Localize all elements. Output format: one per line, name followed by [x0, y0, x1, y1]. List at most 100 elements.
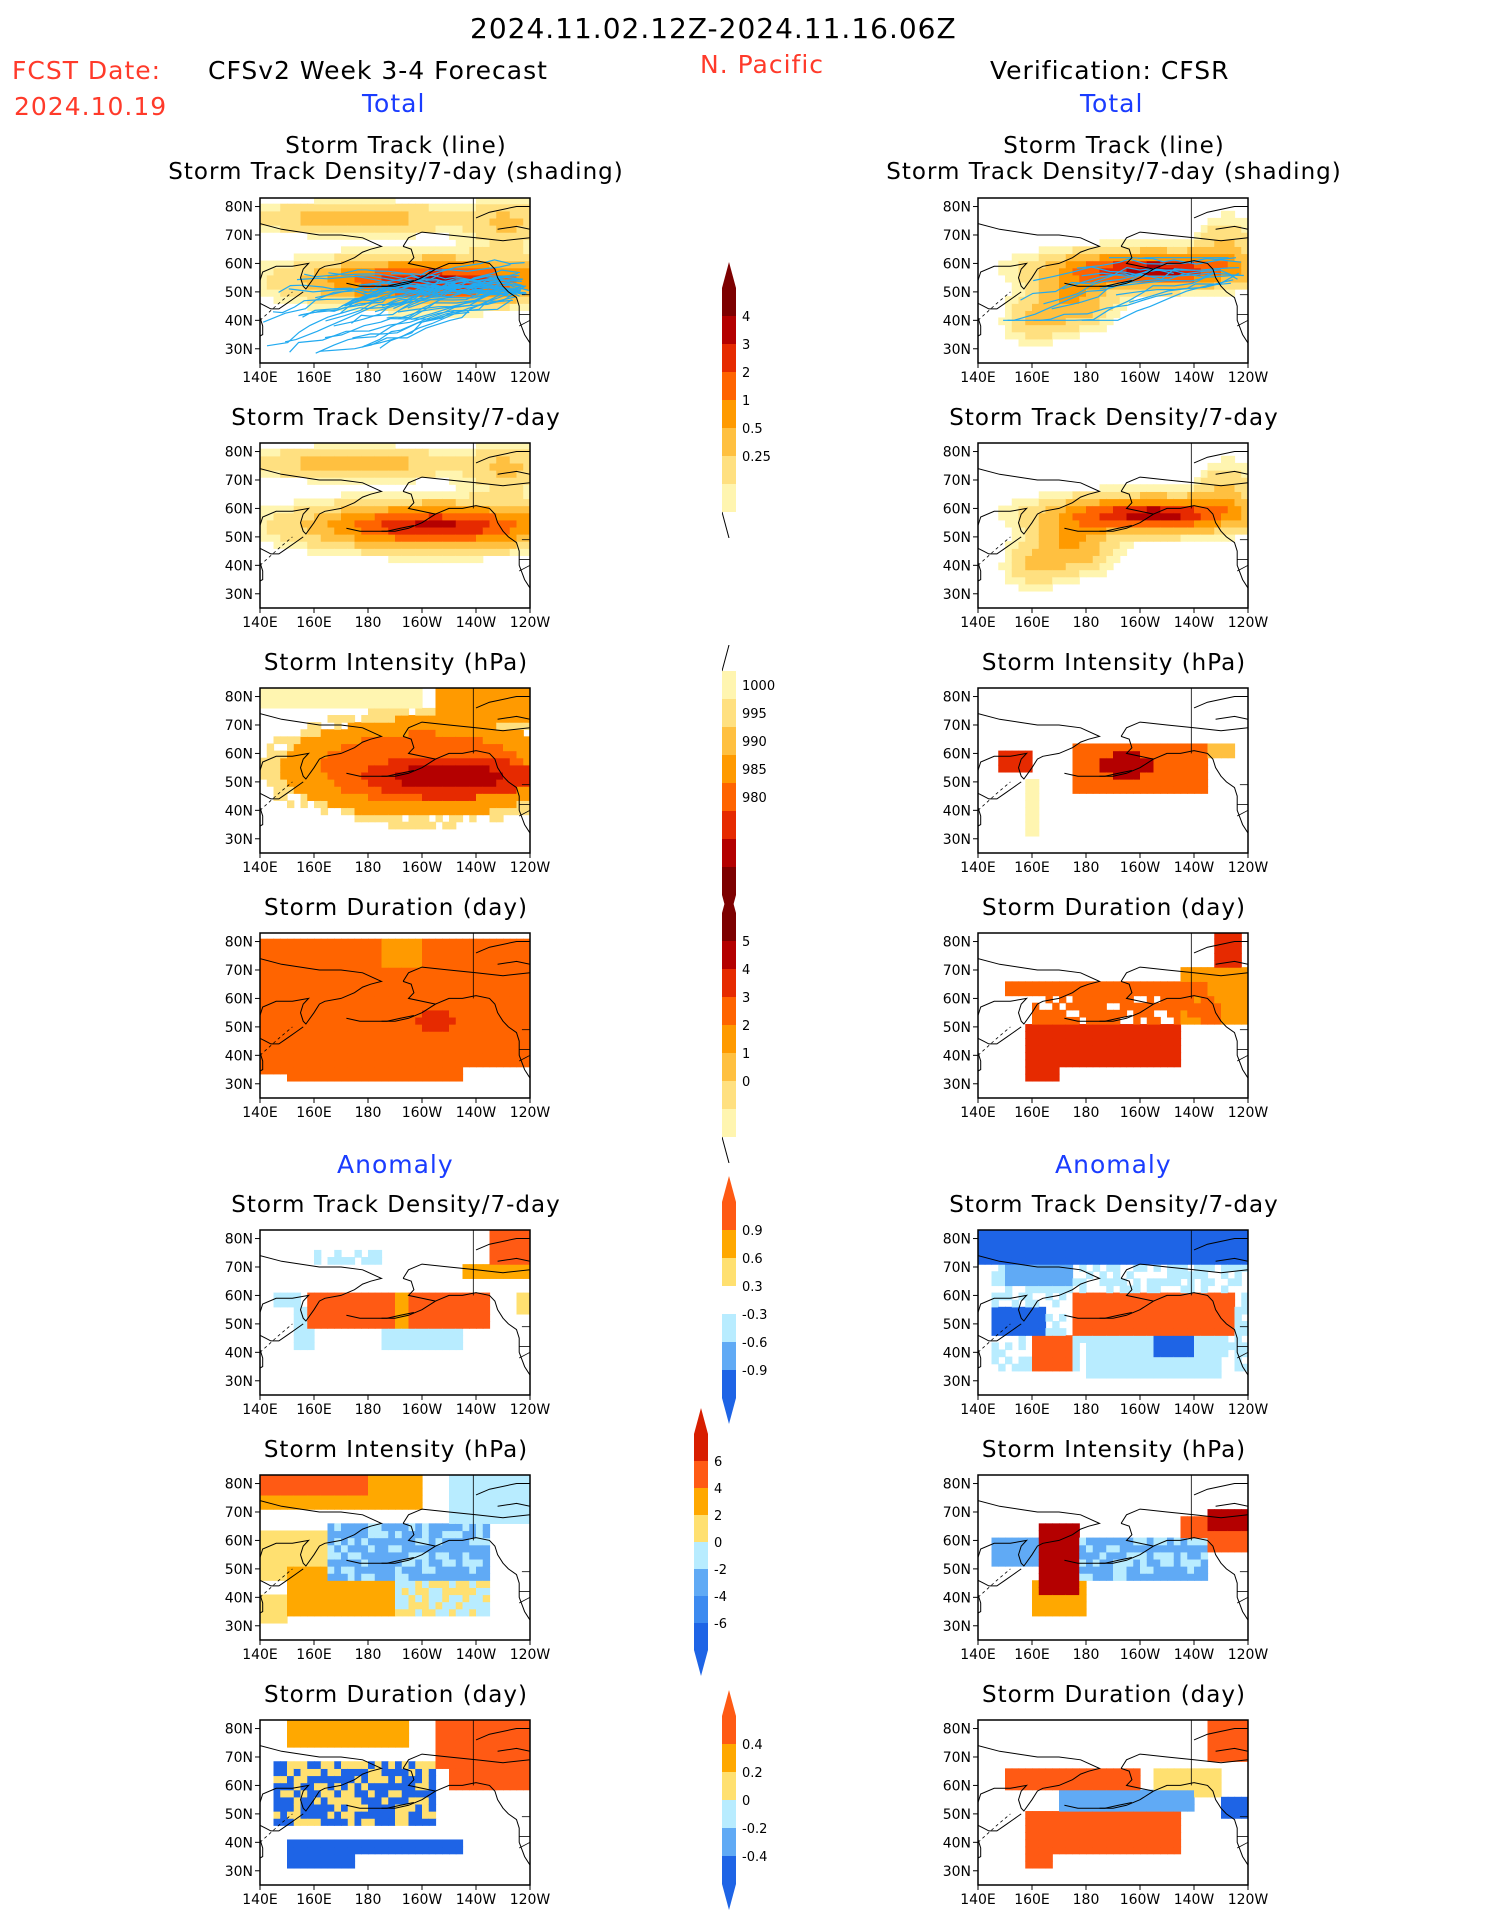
colorbar-label: -0.9 — [742, 1364, 767, 1379]
total-label-right: Total — [1080, 89, 1144, 118]
lon-label: 140E — [242, 370, 278, 386]
lat-label: 30N — [943, 1374, 971, 1390]
lon-label: 140W — [1174, 370, 1215, 386]
map-density-right: 80N 70N 60N 50N 40N 30N 140E 160E 180 160W 140W 120… — [928, 442, 1268, 633]
lon-label: 120W — [510, 860, 551, 876]
lat-label: 80N — [943, 690, 971, 706]
lat-label: 40N — [943, 1345, 971, 1361]
lon-label: 120W — [510, 1647, 551, 1663]
lat-label: 60N — [225, 1778, 253, 1794]
title-density-anom-left: Storm Track Density/7-day — [231, 1192, 561, 1218]
lon-label: 140E — [242, 615, 278, 631]
lon-label: 140W — [456, 1892, 497, 1908]
lat-label: 60N — [943, 1288, 971, 1304]
lat-label: 50N — [943, 1807, 971, 1823]
lat-label: 60N — [225, 256, 253, 272]
colorbar-label: 4 — [742, 310, 750, 325]
lon-label: 140E — [960, 1105, 996, 1121]
lat-label: 30N — [943, 832, 971, 848]
lon-label: 140E — [242, 860, 278, 876]
date-range-title: 2024.11.02.12Z-2024.11.16.06Z — [470, 12, 957, 45]
lat-label: 80N — [225, 200, 253, 216]
lat-label: 60N — [225, 1288, 253, 1304]
lon-label: 140W — [1174, 1892, 1215, 1908]
map-intensity-right: 80N 70N 60N 50N 40N 30N 140E 160E 180 160W 140W 120… — [928, 687, 1268, 878]
lat-label: 50N — [225, 1317, 253, 1333]
lon-label: 140W — [456, 860, 497, 876]
lon-label: 180 — [1073, 1402, 1100, 1418]
lon-label: 160E — [296, 1105, 332, 1121]
map-fill — [978, 1720, 1248, 1869]
lon-label: 160E — [296, 370, 332, 386]
lon-label: 120W — [510, 1892, 551, 1908]
lon-label: 140W — [1174, 860, 1215, 876]
lat-label: 40N — [225, 1835, 253, 1851]
map-track-left: 80N 70N 60N 50N 40N 30N 140E 160E 180 160W 140W 120… — [210, 197, 550, 388]
lon-label: 160W — [1120, 860, 1161, 876]
title-track-line-left: Storm Track (line) — [285, 133, 507, 159]
colorbar-label: 0.9 — [742, 1224, 763, 1239]
storm-tracks — [1003, 257, 1244, 321]
lat-label: 60N — [943, 746, 971, 762]
lon-label: 140W — [456, 1402, 497, 1418]
lon-label: 140E — [960, 370, 996, 386]
lon-label: 140E — [960, 615, 996, 631]
colorbar-label: 985 — [742, 763, 767, 778]
lat-label: 80N — [225, 1232, 253, 1248]
lat-label: 70N — [225, 1505, 253, 1521]
lat-label: 40N — [943, 1835, 971, 1851]
lat-label: 50N — [225, 1562, 253, 1578]
title-duration-anom-right: Storm Duration (day) — [982, 1682, 1246, 1708]
lat-label: 40N — [943, 558, 971, 574]
lon-label: 180 — [1073, 1105, 1100, 1121]
colorbar-label: 0 — [742, 1794, 750, 1809]
coastlines — [978, 1475, 1248, 1621]
colorbar-label: 4 — [742, 963, 750, 978]
map-fill — [978, 1475, 1248, 1621]
lat-label: 50N — [943, 530, 971, 546]
colorbar-label: 4 — [714, 1482, 722, 1497]
lon-label: 160E — [1014, 1105, 1050, 1121]
lon-label: 140E — [960, 1402, 996, 1418]
lat-label: 80N — [225, 445, 253, 461]
lon-label: 160E — [296, 1892, 332, 1908]
lat-label: 80N — [943, 935, 971, 951]
lat-label: 30N — [225, 1864, 253, 1880]
lon-label: 160W — [1120, 1402, 1161, 1418]
title-intensity-anom-right: Storm Intensity (hPa) — [981, 1437, 1247, 1463]
colorbar-label: 1000 — [742, 679, 775, 694]
coastlines — [260, 1720, 530, 1866]
map-fill — [260, 443, 530, 589]
lat-label: 50N — [225, 1020, 253, 1036]
lon-label: 180 — [355, 1402, 382, 1418]
lat-label: 40N — [225, 313, 253, 329]
coastlines — [978, 443, 1248, 589]
lat-label: 30N — [225, 587, 253, 603]
lon-label: 180 — [355, 1892, 382, 1908]
lat-label: 70N — [943, 1505, 971, 1521]
coastlines — [978, 1720, 1248, 1866]
lat-label: 50N — [225, 775, 253, 791]
colorbar-label: 980 — [742, 791, 767, 806]
colorbar-label: -0.6 — [742, 1336, 767, 1351]
lon-label: 160E — [296, 1402, 332, 1418]
map-fill — [978, 198, 1248, 347]
lat-label: 40N — [943, 313, 971, 329]
colorbar-label: 0.25 — [742, 450, 771, 465]
map-fill — [978, 933, 1248, 1082]
coastlines — [978, 1230, 1248, 1376]
colorbar-label: -2 — [714, 1563, 727, 1578]
lat-label: 30N — [943, 1864, 971, 1880]
lat-label: 30N — [943, 1619, 971, 1635]
region-title: N. Pacific — [700, 50, 825, 79]
colorbar-label: 0.5 — [742, 422, 763, 437]
lat-label: 50N — [943, 1020, 971, 1036]
map-intensity-anom-left: 80N 70N 60N 50N 40N 30N 140E 160E 180 160W 140W 120… — [210, 1474, 550, 1665]
lat-label: 50N — [943, 285, 971, 301]
lon-label: 120W — [1228, 1402, 1269, 1418]
colorbar-duration-total: 5 4 3 2 1 0 — [721, 887, 792, 1167]
lon-label: 160E — [296, 615, 332, 631]
colorbar-label: 6 — [714, 1455, 722, 1470]
lat-label: 50N — [225, 285, 253, 301]
lat-label: 80N — [943, 1477, 971, 1493]
